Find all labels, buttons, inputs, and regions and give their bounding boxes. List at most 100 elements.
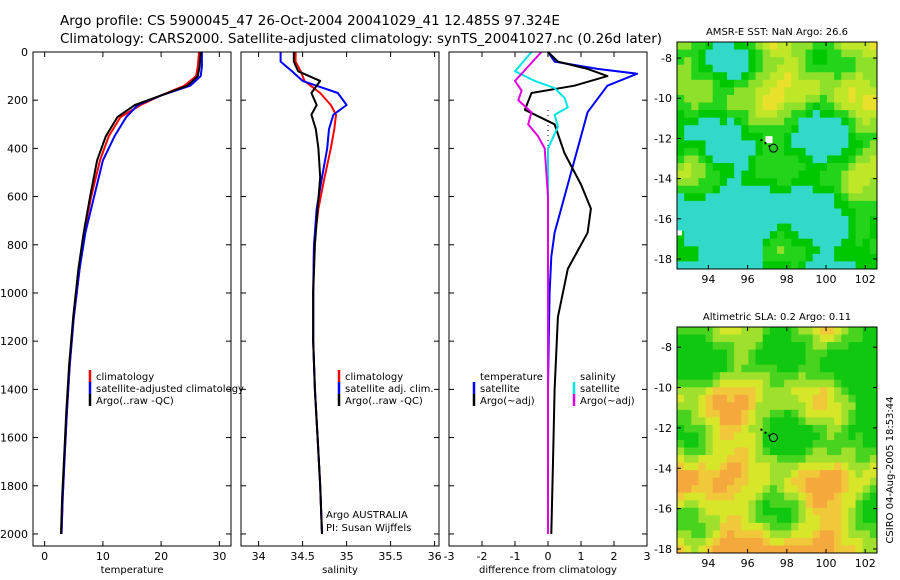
- sla-map-cell: [705, 327, 714, 335]
- sla-map-cell: [855, 342, 864, 350]
- sst-map-cell: [748, 246, 756, 255]
- sla-map-cell: [862, 507, 871, 516]
- sst-map-cell: [677, 57, 685, 66]
- sst-map-cell: [755, 42, 764, 50]
- sla-map-cell: [741, 485, 749, 494]
- sst-map-cell: [734, 208, 742, 217]
- sla-map-cell: [834, 387, 842, 396]
- sla-map-cell: [677, 470, 685, 479]
- sla-map-cell: [719, 477, 728, 486]
- sst-map-cell: [705, 216, 714, 224]
- sst-map-cell: [834, 132, 842, 141]
- sla-map-cell: [841, 477, 849, 486]
- sla-map-cell: [677, 349, 685, 358]
- sla-map-cell: [805, 417, 814, 426]
- sla-map-cell: [734, 515, 742, 524]
- sst-map-cell: [812, 170, 821, 179]
- sla-map-cell: [719, 424, 728, 433]
- sst-map-cell: [698, 253, 706, 262]
- sla-map-cell: [755, 515, 764, 524]
- sst-map-cell: [805, 253, 814, 262]
- sla-map-cell: [705, 470, 714, 479]
- sla-map-cell: [827, 417, 835, 426]
- sla-map-cell: [791, 470, 799, 479]
- x-tick-label: 34: [252, 550, 266, 563]
- sla-map-cell: [777, 515, 785, 524]
- sst-map-cell: [762, 231, 771, 240]
- sst-map-cell: [777, 223, 785, 232]
- sst-map-cell: [769, 261, 778, 270]
- sst-map-cell: [755, 79, 764, 88]
- sst-map-cell: [855, 102, 864, 111]
- sla-map-cell: [755, 334, 764, 343]
- sla-map-cell: [677, 432, 685, 441]
- sla-map-cell: [784, 477, 792, 486]
- sla-map-cell: [748, 357, 756, 366]
- sla-map-cell: [762, 342, 771, 350]
- sst-map-cell: [684, 57, 692, 66]
- sla-map-cell: [734, 522, 742, 531]
- sst-map-cell: [841, 238, 849, 247]
- sst-map-cell: [698, 216, 706, 224]
- sst-map-cell: [684, 102, 692, 111]
- sst-map-cell: [719, 140, 728, 149]
- sst-map-cell: [784, 178, 792, 187]
- sla-map-cell: [819, 379, 828, 388]
- sst-map-cell: [705, 231, 714, 240]
- sst-map-cell: [848, 170, 856, 179]
- sla-map-cell: [798, 492, 806, 501]
- sst-map-cell: [755, 87, 764, 96]
- sla-map-cell: [727, 424, 735, 433]
- sla-map-cell: [727, 342, 735, 350]
- sst-map-cell: [769, 57, 778, 66]
- sst-map-cell: [719, 49, 728, 58]
- sst-map-cell: [791, 42, 799, 50]
- sla-map-cell: [869, 327, 878, 335]
- sla-map-cell: [719, 327, 728, 335]
- sla-map-cell: [762, 402, 771, 411]
- sla-map-cell: [848, 485, 856, 494]
- sst-map-cell: [869, 238, 878, 247]
- sla-map-cell: [791, 507, 799, 516]
- sst-map-cell: [784, 64, 792, 73]
- x-tick-label: 98: [780, 273, 794, 286]
- sla-map-cell: [841, 364, 849, 373]
- sla-map-cell: [719, 342, 728, 350]
- sst-map-cell: [734, 216, 742, 224]
- sla-map-cell: [691, 447, 699, 456]
- sla-map-cell: [691, 530, 699, 539]
- sla-map-cell: [684, 537, 692, 546]
- sst-map-cell: [805, 261, 814, 270]
- sst-map-cell: [712, 117, 721, 126]
- sla-map-cell: [741, 364, 749, 373]
- sla-map-cell: [677, 334, 685, 343]
- sla-map-cell: [812, 545, 821, 554]
- sst-map-cell: [819, 64, 828, 73]
- sla-map-cell: [748, 537, 756, 546]
- sla-map-cell: [727, 462, 735, 471]
- sla-map-cell: [677, 440, 685, 448]
- sst-map-cell: [727, 163, 735, 172]
- sst-map-cell: [862, 147, 871, 156]
- sst-map-cell: [869, 178, 878, 187]
- sla-map-cell: [769, 334, 778, 343]
- sla-map-cell: [727, 515, 735, 524]
- sst-map-cell: [734, 261, 742, 270]
- sst-map-cell: [855, 163, 864, 172]
- sla-map-cell: [805, 462, 814, 471]
- sla-map-cell: [741, 409, 749, 418]
- sla-map-cell: [691, 417, 699, 426]
- sst-map-cell: [755, 64, 764, 73]
- sla-map-cell: [848, 492, 856, 501]
- sla-map-cell: [712, 402, 721, 411]
- sla-map-cell: [741, 424, 749, 433]
- x-tick-label: 0: [41, 550, 48, 563]
- sst-map-cell: [805, 223, 814, 232]
- sst-map-cell: [684, 87, 692, 96]
- sla-map-cell: [777, 500, 785, 509]
- sst-map-cell: [805, 102, 814, 111]
- sst-map-cell: [784, 42, 792, 50]
- sla-map-cell: [827, 507, 835, 516]
- sla-map-cell: [684, 515, 692, 524]
- sst-map-cell: [819, 132, 828, 141]
